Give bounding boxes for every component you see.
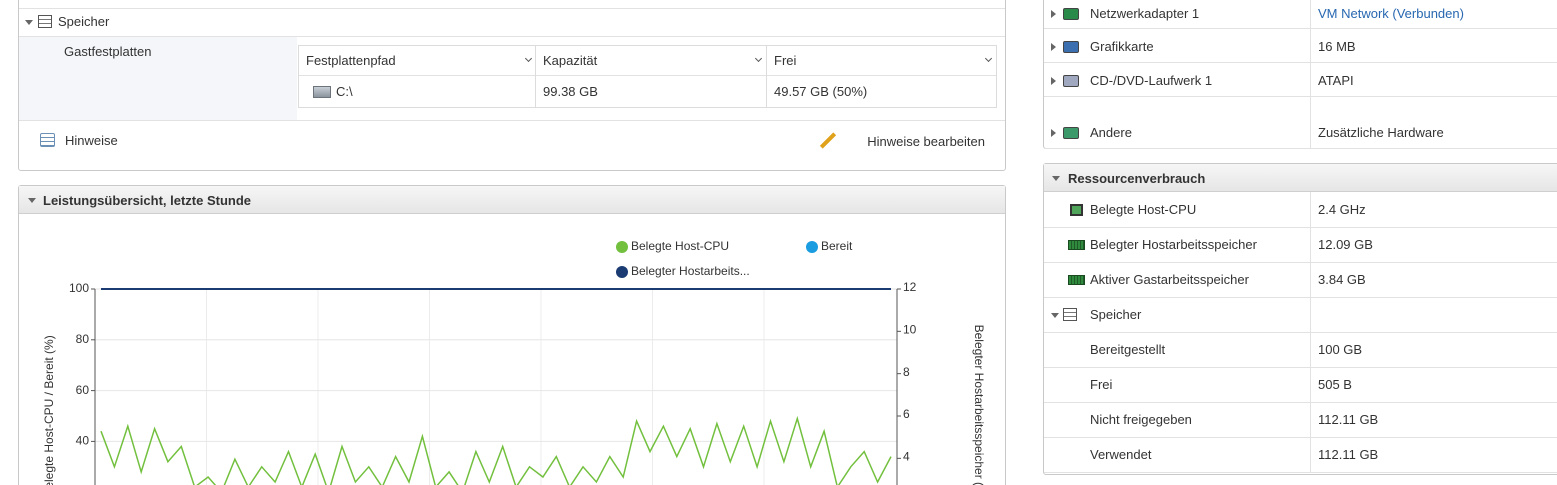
disks-label: Gastfestplatten xyxy=(64,44,152,59)
y2-tick-label: 8 xyxy=(903,365,910,379)
performance-panel xyxy=(18,185,1006,485)
collapse-toggle[interactable] xyxy=(1052,176,1060,181)
cell: 99.38 GB xyxy=(543,84,598,99)
legend-marker xyxy=(806,241,818,253)
hardware-value: 16 MB xyxy=(1318,39,1356,54)
resource-value: 3.84 GB xyxy=(1318,271,1366,287)
resource-value: 505 B xyxy=(1318,376,1352,392)
y2-axis-label: Belegter Hostarbeitsspeicher (GB) xyxy=(972,325,986,485)
row-line xyxy=(1044,402,1557,403)
resource-label: Speicher xyxy=(1090,306,1142,322)
series-line xyxy=(100,415,892,485)
expand-toggle[interactable] xyxy=(1051,77,1056,85)
disk-icon xyxy=(313,86,331,98)
hardware-label: Andere xyxy=(1090,124,1132,140)
y-axis-label: Belegte Host-CPU / Bereit (%) xyxy=(42,335,56,485)
hardware-label: CD-/DVD-Laufwerk 1 xyxy=(1090,73,1213,88)
panel-header: Ressourcenverbrauch xyxy=(1044,164,1557,192)
hardware-icon xyxy=(1063,75,1079,87)
y2-tick-label: 10 xyxy=(903,323,917,337)
collapse-toggle[interactable] xyxy=(28,198,36,203)
section-label: Speicher xyxy=(58,14,110,29)
cell: 49.57 GB (50%) xyxy=(774,84,868,99)
row-line xyxy=(1044,148,1557,149)
label-cell xyxy=(19,37,297,120)
hardware-icon xyxy=(1063,8,1079,20)
y2-tick-label: 12 xyxy=(903,280,917,294)
row-line xyxy=(1044,62,1557,63)
hardware-icon xyxy=(1063,126,1079,139)
hardware-value: ATAPI xyxy=(1318,73,1354,88)
resource-value: 112.11 GB xyxy=(1318,411,1379,427)
row-line xyxy=(19,8,1005,9)
chart: 100 80 60 40 12 10 8 6 4 Belegte Host-CPU / Berei… xyxy=(42,239,986,485)
legend-marker xyxy=(616,241,628,253)
hardware-value[interactable]: VM Network (Verbunden) xyxy=(1318,6,1464,21)
column-header: Frei xyxy=(774,53,797,68)
resource-label: Belegte Host-CPU xyxy=(1090,201,1197,217)
disk-table xyxy=(298,45,997,108)
expand-toggle[interactable] xyxy=(1051,128,1056,137)
column-divider xyxy=(1310,0,1311,148)
notes-icon xyxy=(40,133,55,147)
collapse-toggle[interactable] xyxy=(1051,312,1059,318)
cpu-icon xyxy=(1070,203,1083,216)
resource-label: Belegter Hostarbeitsspeicher xyxy=(1090,236,1257,252)
row-line xyxy=(1044,367,1557,368)
hardware-panel xyxy=(1043,0,1557,149)
storage-icon xyxy=(38,15,52,28)
column-header: Kapazität xyxy=(543,53,598,68)
row-line xyxy=(1044,472,1557,473)
legend-label: Bereit xyxy=(821,239,853,253)
row-line xyxy=(1044,297,1557,298)
row-line xyxy=(1044,28,1557,29)
row-line xyxy=(1044,227,1557,228)
row-line xyxy=(299,75,996,76)
y-tick-label: 100 xyxy=(69,281,89,295)
row-line xyxy=(1044,332,1557,333)
hardware-label: Grafikkarte xyxy=(1090,39,1154,54)
memory-icon xyxy=(1068,239,1085,250)
legend-label: Belegte Host-CPU xyxy=(631,239,729,253)
column-header: Festplattenpfad xyxy=(306,53,396,68)
cell: C:\ xyxy=(336,84,353,99)
column-divider xyxy=(1310,192,1311,472)
y2-tick-label: 4 xyxy=(903,450,910,464)
hardware-icon xyxy=(1063,41,1079,53)
resource-value: 100 GB xyxy=(1318,341,1363,357)
y-tick-label: 60 xyxy=(76,383,90,397)
hardware-value: Zusätzliche Hardware xyxy=(1318,124,1444,140)
expand-toggle[interactable] xyxy=(1051,43,1056,51)
expand-toggle[interactable] xyxy=(1051,10,1056,18)
resource-label: Nicht freigegeben xyxy=(1090,411,1192,427)
resource-label: Aktiver Gastarbeitsspeicher xyxy=(1090,271,1249,287)
hardware-label: Netzwerkadapter 1 xyxy=(1090,6,1200,21)
resource-value: 12.09 GB xyxy=(1318,236,1373,252)
column-divider xyxy=(535,46,536,107)
notes-label: Hinweise xyxy=(65,133,118,148)
panel-header: Leistungsübersicht, letzte Stunde xyxy=(19,186,1005,214)
resource-label: Verwendet xyxy=(1090,446,1152,462)
resource-value: 2.4 GHz xyxy=(1318,201,1366,217)
memory-icon xyxy=(1068,274,1085,285)
storage-icon xyxy=(1063,307,1077,321)
y-tick-label: 80 xyxy=(76,332,90,346)
y-tick-label: 40 xyxy=(76,434,90,448)
resources-panel xyxy=(1043,163,1557,475)
resource-label: Bereitgestellt xyxy=(1090,341,1166,357)
resource-label: Frei xyxy=(1090,376,1113,392)
resource-value: 112.11 GB xyxy=(1318,446,1379,462)
row-line xyxy=(1044,96,1557,97)
edit-notes-link[interactable]: Hinweise bearbeiten xyxy=(867,134,985,149)
y2-tick-label: 6 xyxy=(903,407,910,421)
row-line xyxy=(19,120,1005,121)
collapse-toggle[interactable] xyxy=(25,20,33,25)
row-line xyxy=(1044,437,1557,438)
row-line xyxy=(1044,262,1557,263)
row-line xyxy=(19,36,1005,37)
legend-label: Belegter Hostarbeits... xyxy=(631,264,750,278)
column-divider xyxy=(766,46,767,107)
legend-marker xyxy=(616,266,628,278)
